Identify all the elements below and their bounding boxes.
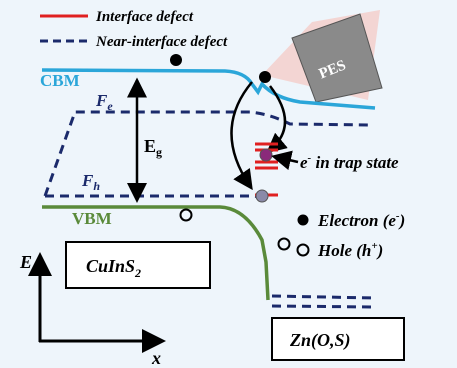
subscript: 2 — [134, 266, 141, 280]
vbm-label: VBM — [72, 209, 112, 228]
band-diagram: Interface defect Near-interface defect P… — [0, 0, 457, 368]
symbol: E — [144, 136, 156, 156]
subscript: g — [156, 145, 162, 159]
text: CuInS — [86, 256, 135, 276]
text: in trap state — [311, 153, 399, 172]
trapped-electron — [260, 149, 272, 161]
background — [0, 0, 457, 368]
cbm-label: CBM — [40, 71, 80, 90]
electron — [170, 54, 182, 66]
x-axis-label: x — [151, 348, 161, 368]
symbol: F — [81, 171, 94, 190]
trap-site — [256, 190, 268, 202]
subscript: e — [107, 99, 113, 113]
subscript: h — [93, 179, 100, 193]
electron-key — [298, 215, 309, 226]
trap-label: e- in trap state — [300, 152, 399, 172]
electron-label: Electron (e-) — [317, 210, 405, 230]
y-axis-label: E — [19, 252, 32, 272]
text: Electron (e — [317, 211, 396, 230]
symbol: F — [95, 91, 108, 110]
text: ) — [376, 241, 384, 260]
text: ) — [398, 211, 406, 230]
legend-label: Interface defect — [95, 9, 194, 25]
legend-label: Near-interface defect — [95, 34, 228, 50]
text: Hole (h — [317, 241, 371, 260]
electron — [259, 71, 271, 83]
material-label: Zn(O,S) — [289, 330, 351, 351]
